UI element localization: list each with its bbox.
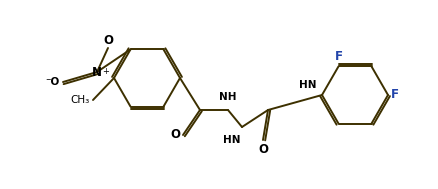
- Text: HN: HN: [300, 80, 317, 90]
- Text: ⁻O: ⁻O: [46, 77, 60, 87]
- Text: HN: HN: [223, 135, 240, 145]
- Text: N: N: [92, 66, 102, 78]
- Text: F: F: [391, 88, 399, 101]
- Text: O: O: [170, 129, 180, 142]
- Text: F: F: [335, 50, 343, 64]
- Text: O: O: [103, 34, 113, 47]
- Text: O: O: [258, 143, 268, 156]
- Text: CH₃: CH₃: [71, 95, 90, 105]
- Text: NH: NH: [219, 92, 237, 102]
- Text: +: +: [102, 67, 109, 76]
